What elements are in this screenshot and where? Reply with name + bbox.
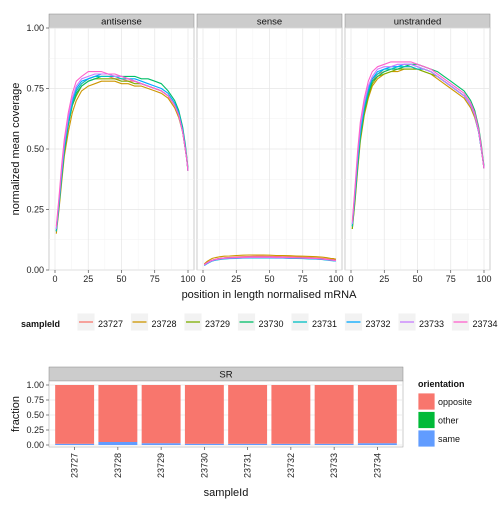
- legend-item: 23734: [451, 312, 498, 332]
- x-tick-label: 100: [180, 274, 195, 284]
- x-tick-label: 23727: [70, 453, 80, 478]
- y-tick-label: 0.00: [26, 440, 44, 450]
- orientation-chart: SR 0.00 0.25 0.50 0.75 1.00 23727 23728 23729 237…: [10, 366, 472, 499]
- panel-strip-label: sense: [257, 17, 282, 28]
- panel-sense: sense 0 25 50 75 100: [196, 13, 344, 284]
- y-tick-label: 0.75: [26, 395, 44, 405]
- legend-title: sampleId: [21, 319, 60, 329]
- legend-item: same: [417, 429, 460, 448]
- panel-unstranded: unstranded 0 25 50 75 100: [344, 13, 492, 284]
- legend: orientation opposite other same: [417, 379, 472, 448]
- bar-opposite-23731: [228, 385, 268, 444]
- legend-label: 23733: [419, 319, 444, 329]
- bar-same-23731: [228, 443, 268, 445]
- bar-opposite-23733: [314, 385, 354, 444]
- legend-item: 23733: [397, 312, 444, 332]
- y-tick-label: 0.75: [26, 84, 44, 94]
- legend-item: other: [417, 411, 459, 429]
- series-line-23733: [351, 63, 485, 225]
- x-tick-label: 50: [412, 274, 422, 284]
- legend-label: 23734: [473, 319, 498, 329]
- legend-item: 23729: [183, 312, 230, 332]
- x-tick-label: 75: [150, 274, 160, 284]
- legend-label: same: [438, 434, 460, 444]
- legend-label: other: [438, 416, 459, 426]
- x-axis-title: position in length normalised mRNA: [182, 289, 358, 301]
- y-axis-title: normalized mean coverage: [10, 83, 22, 216]
- x-tick-label: 75: [446, 274, 456, 284]
- y-tick-label: 0.25: [26, 205, 44, 215]
- y-tick-label: 1.00: [26, 23, 44, 33]
- legend-key: [417, 411, 436, 429]
- legend-title: orientation: [418, 379, 465, 389]
- bar-opposite-23727: [55, 385, 95, 444]
- panel-strip-label: SR: [219, 370, 232, 381]
- x-tick-label: 23729: [156, 453, 166, 478]
- legend-label: 23732: [366, 319, 391, 329]
- x-tick-label: 75: [298, 274, 308, 284]
- x-tick-label: 23730: [199, 453, 209, 478]
- series-line-23734: [203, 256, 336, 266]
- x-tick-label: 100: [328, 274, 343, 284]
- x-tick-label: 25: [379, 274, 389, 284]
- legend-key: [417, 429, 436, 448]
- x-tick-label: 23734: [372, 453, 382, 478]
- legend-label: 23729: [205, 319, 230, 329]
- y-tick-label: 0.00: [26, 265, 44, 275]
- x-tick-label: 50: [116, 274, 126, 284]
- bar-opposite-23730: [184, 385, 224, 444]
- panel-antisense: antisense 0 25 50 75 100: [48, 13, 196, 284]
- bar-same-23734: [357, 443, 397, 445]
- legend-item: 23728: [130, 312, 177, 332]
- y-axis-title: fraction: [10, 396, 22, 432]
- x-axis-title: sampleId: [204, 487, 249, 499]
- bar-same-23727: [55, 443, 95, 445]
- x-tick-label: 0: [200, 274, 205, 284]
- legend-item: 23732: [344, 312, 391, 332]
- panel-strip-label: antisense: [101, 17, 142, 28]
- panel-strip-label: unstranded: [394, 17, 442, 28]
- series-line-23728: [55, 80, 189, 234]
- bar-opposite-23729: [141, 385, 181, 444]
- legend-label: 23727: [98, 319, 123, 329]
- legend-item: opposite: [417, 392, 472, 411]
- bar-opposite-23728: [98, 385, 138, 442]
- series-line-23728: [203, 254, 337, 265]
- bar-same-23728: [98, 442, 138, 445]
- x-tick-label: 23732: [286, 453, 296, 478]
- x-tick-label: 0: [348, 274, 353, 284]
- legend-item: 23730: [237, 312, 284, 332]
- legend-label: 23730: [259, 319, 284, 329]
- x-tick-label: 100: [476, 274, 491, 284]
- bar-same-23732: [271, 443, 311, 445]
- x-tick-label: 25: [83, 274, 93, 284]
- series-line-23734: [55, 71, 189, 227]
- x-tick-label: 50: [264, 274, 274, 284]
- x-tick-label: 23733: [329, 453, 339, 478]
- y-tick-label: 1.00: [26, 380, 44, 390]
- x-tick-label: 23731: [243, 453, 253, 478]
- legend: sampleId 23727 23728 23729 23730 23731 23732 23…: [21, 312, 498, 332]
- legend-item: 23727: [76, 312, 123, 332]
- bar-same-23733: [314, 443, 354, 445]
- bar-same-23729: [141, 443, 181, 445]
- series-line-23734: [351, 61, 485, 222]
- legend-key: [417, 392, 436, 411]
- y-tick-label: 0.25: [26, 425, 44, 435]
- bar-same-23730: [184, 443, 224, 445]
- legend-label: 23731: [312, 319, 337, 329]
- legend-label: 23728: [152, 319, 177, 329]
- x-tick-label: 0: [52, 274, 57, 284]
- y-tick-label: 0.50: [26, 144, 44, 154]
- legend-label: opposite: [438, 397, 472, 407]
- bar-opposite-23734: [357, 385, 397, 444]
- x-tick-label: 25: [231, 274, 241, 284]
- x-tick-label: 23728: [113, 453, 123, 478]
- bar-opposite-23732: [271, 385, 311, 444]
- y-tick-label: 0.50: [26, 410, 44, 420]
- legend-item: 23731: [290, 312, 337, 332]
